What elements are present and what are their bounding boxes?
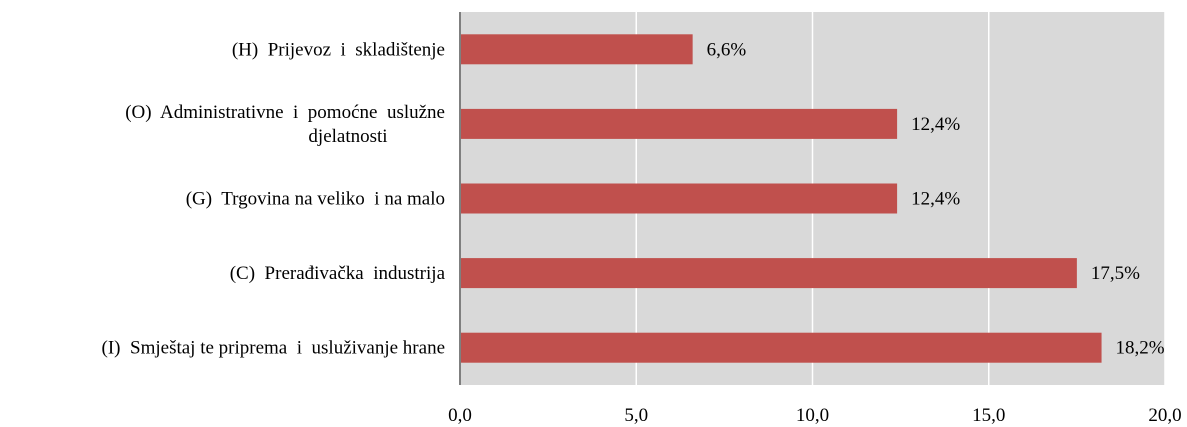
data-label-2: 12,4%: [911, 189, 960, 210]
bar-3: [460, 258, 1077, 289]
data-label-0: 6,6%: [707, 39, 747, 60]
x-tick-label-3: 15,0: [972, 405, 1005, 426]
bar-4: [460, 332, 1102, 363]
category-label-4: (I) Smještaj te priprema i usluživanje h…: [102, 338, 445, 359]
x-tick-label-4: 20,0: [1148, 405, 1181, 426]
data-labels: 6,6% 12,4% 12,4% 17,5% 18,2%: [707, 39, 1165, 358]
category-label-0: (H) Prijevoz i skladištenje: [232, 39, 445, 60]
bar-1: [460, 108, 898, 139]
x-tick-labels: 0,0 5,0 10,0 15,0 20,0: [448, 405, 1182, 426]
bars: [460, 34, 1102, 363]
data-label-4: 18,2%: [1116, 338, 1165, 359]
category-label-3: (C) Prerađivačka industrija: [230, 263, 446, 284]
category-label-2: (G) Trgovina na veliko i na malo: [186, 189, 445, 210]
bar-2: [460, 183, 898, 214]
bar-0: [460, 34, 693, 65]
category-labels: (H) Prijevoz i skladištenje (O) Administr…: [102, 39, 446, 358]
x-tick-label-2: 10,0: [796, 405, 829, 426]
data-label-1: 12,4%: [911, 114, 960, 135]
category-label-0-line-0: (H) Prijevoz i skladištenje: [232, 39, 445, 60]
data-label-3: 17,5%: [1091, 263, 1140, 284]
category-label-4-line-0: (I) Smještaj te priprema i usluživanje h…: [102, 338, 445, 359]
x-tick-label-1: 5,0: [624, 405, 648, 426]
category-label-2-line-0: (G) Trgovina na veliko i na malo: [186, 189, 445, 210]
category-label-1-line-1: djelatnosti: [308, 126, 387, 147]
category-label-1: (O) Administrativne i pomoćne uslužne dje…: [125, 102, 445, 147]
category-label-1-line-0: (O) Administrativne i pomoćne uslužne: [125, 102, 445, 123]
category-label-3-line-0: (C) Prerađivačka industrija: [230, 263, 446, 284]
x-tick-label-0: 0,0: [448, 405, 472, 426]
